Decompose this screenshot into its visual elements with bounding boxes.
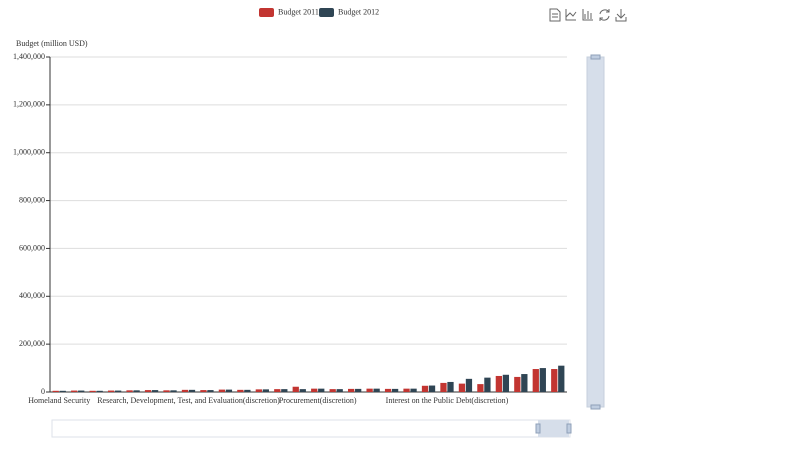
x-tick-label: Procurement(discretion) bbox=[279, 396, 357, 405]
legend-item[interactable]: Budget 2011 bbox=[259, 7, 319, 17]
bar bbox=[281, 389, 288, 392]
y-tick-label: 1,200,000 bbox=[13, 100, 45, 109]
bar bbox=[237, 389, 244, 392]
tool-line[interactable] bbox=[565, 9, 577, 21]
x-zoom-track bbox=[51, 419, 571, 438]
legend-label: Budget 2012 bbox=[338, 7, 379, 16]
bar bbox=[126, 390, 133, 392]
y-tick-label: 800,000 bbox=[19, 195, 45, 204]
bar bbox=[96, 390, 103, 392]
bar bbox=[200, 390, 207, 392]
bar bbox=[551, 369, 558, 392]
toolbox bbox=[549, 8, 627, 22]
bar bbox=[311, 388, 318, 392]
bar bbox=[447, 381, 454, 392]
x-zoom-handle[interactable] bbox=[566, 423, 572, 434]
bar bbox=[244, 389, 251, 392]
bar bbox=[170, 390, 177, 392]
legend-swatch bbox=[319, 8, 334, 17]
bar bbox=[188, 389, 196, 392]
bar bbox=[403, 388, 410, 392]
bar bbox=[477, 384, 484, 392]
legend-item[interactable]: Budget 2012 bbox=[319, 7, 379, 17]
bar bbox=[514, 376, 521, 392]
bar bbox=[421, 385, 429, 392]
bar bbox=[71, 390, 78, 392]
bar bbox=[163, 390, 170, 392]
bar bbox=[532, 369, 539, 392]
y-zoom-window[interactable] bbox=[586, 56, 605, 408]
y-zoom-handle[interactable] bbox=[590, 404, 601, 410]
bar bbox=[484, 377, 491, 392]
bar bbox=[144, 390, 152, 392]
x-zoom-window[interactable] bbox=[538, 420, 569, 437]
bar bbox=[59, 390, 66, 392]
x-tick-label: Interest on the Public Debt(discretion) bbox=[386, 396, 509, 405]
bar bbox=[458, 383, 466, 392]
bar bbox=[355, 388, 362, 392]
tool-restore[interactable] bbox=[599, 9, 610, 21]
bar bbox=[292, 386, 299, 392]
bar bbox=[218, 389, 226, 392]
legend-swatch bbox=[259, 8, 274, 17]
bar bbox=[410, 388, 417, 392]
bar bbox=[558, 365, 565, 392]
x-tick-label: Research, Development, Test, and Evaluat… bbox=[97, 396, 280, 405]
bar bbox=[52, 390, 59, 392]
y-tick-label: 400,000 bbox=[19, 291, 45, 300]
tool-data-view[interactable] bbox=[549, 8, 561, 22]
y-tick-label: 1,400,000 bbox=[13, 52, 45, 61]
bar bbox=[348, 388, 355, 392]
tool-bar[interactable] bbox=[582, 9, 593, 21]
bar bbox=[78, 390, 85, 392]
bar bbox=[133, 390, 140, 392]
bar bbox=[521, 374, 528, 392]
bar bbox=[502, 374, 510, 392]
bar bbox=[336, 389, 343, 392]
bar bbox=[440, 382, 447, 392]
y-tick-label: 200,000 bbox=[19, 339, 45, 348]
bar bbox=[495, 375, 503, 392]
bar bbox=[384, 388, 392, 392]
y-tick-label: 0 bbox=[41, 387, 45, 396]
bar bbox=[89, 390, 96, 392]
x-tick-label: Homeland Security bbox=[28, 396, 90, 405]
bar bbox=[274, 389, 281, 392]
bar bbox=[262, 389, 269, 392]
y-tick-label: 600,000 bbox=[19, 243, 45, 252]
y-zoom-slider[interactable] bbox=[586, 54, 605, 410]
bar bbox=[318, 388, 325, 392]
legend-label: Budget 2011 bbox=[278, 7, 319, 16]
tool-save[interactable] bbox=[615, 9, 627, 22]
x-zoom-handle[interactable] bbox=[535, 423, 541, 434]
bar bbox=[151, 390, 159, 392]
y-zoom-handle[interactable] bbox=[590, 54, 601, 60]
bar bbox=[373, 388, 380, 392]
bar bbox=[114, 390, 122, 392]
bar bbox=[255, 389, 262, 392]
y-tick-label: 1,000,000 bbox=[13, 148, 45, 157]
bar bbox=[329, 389, 336, 392]
x-zoom-slider[interactable] bbox=[51, 419, 572, 438]
bar bbox=[428, 385, 436, 392]
bar bbox=[207, 390, 214, 392]
bar bbox=[299, 389, 306, 392]
bar bbox=[366, 388, 373, 392]
bar bbox=[181, 389, 189, 392]
bar bbox=[225, 389, 233, 392]
bar bbox=[539, 368, 546, 392]
bar bbox=[391, 388, 399, 392]
bar bbox=[107, 390, 115, 392]
bar bbox=[465, 378, 473, 392]
y-axis-label: Budget (million USD) bbox=[16, 39, 88, 48]
